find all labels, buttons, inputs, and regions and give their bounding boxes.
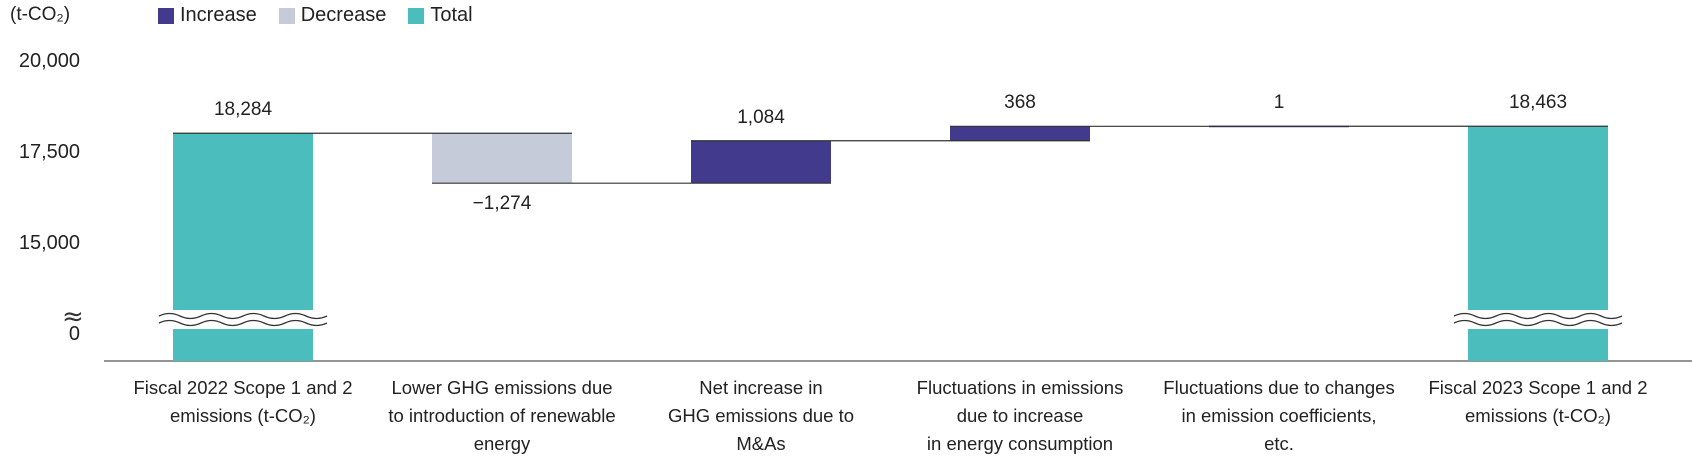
legend-swatch-decrease xyxy=(278,7,295,24)
y-tick-15000: 15,000 xyxy=(18,232,80,254)
category-label-1: Fiscal 2022 Scope 1 and 2 emissions (t-CO… xyxy=(118,374,368,430)
axis-break-line-top-1 xyxy=(158,312,328,320)
category-label-2-line-3: energy xyxy=(473,433,531,454)
legend-item-total: Total xyxy=(408,4,473,27)
category-label-6-line-2: emissions (t-CO₂) xyxy=(1465,405,1611,426)
axis-break-line-bottom-6 xyxy=(1453,319,1623,327)
category-label-5: Fluctuations due to changes in emission c… xyxy=(1154,374,1404,458)
bar-3-increase xyxy=(691,140,831,184)
category-label-2-line-1: Lower GHG emissions due xyxy=(391,377,613,398)
value-label-1: 18,284 xyxy=(213,99,273,121)
axis-break-line-top-6 xyxy=(1453,312,1623,320)
category-label-2-line-2: to introduction of renewable xyxy=(388,405,616,426)
axis-break-line-bottom-1 xyxy=(158,319,328,327)
category-label-3-line-2: GHG emissions due to xyxy=(667,405,855,426)
value-label-5: 1 xyxy=(1273,92,1285,114)
y-tick-0: 0 xyxy=(68,323,80,345)
axis-break-band-1 xyxy=(159,310,327,329)
value-label-6: 18,463 xyxy=(1508,92,1568,114)
category-label-3-line-1: Net increase in xyxy=(699,377,823,398)
legend-label-total: Total xyxy=(430,4,473,26)
value-label-2: −1,274 xyxy=(472,193,532,215)
category-label-4-line-2: due to increase xyxy=(956,405,1084,426)
category-label-4-line-1: Fluctuations in emissions xyxy=(916,377,1124,398)
legend-swatch-total xyxy=(408,7,425,24)
axis-break-band-6 xyxy=(1454,310,1622,329)
legend: Increase Decrease Total xyxy=(158,4,473,27)
value-label-3: 1,084 xyxy=(737,106,785,128)
category-label-3: Net increase in GHG emissions due to M&As xyxy=(636,374,886,458)
legend-label-increase: Increase xyxy=(180,4,257,26)
value-label-4: 368 xyxy=(1004,92,1036,114)
category-label-4-line-3: in energy consumption xyxy=(926,433,1114,454)
legend-swatch-increase xyxy=(158,7,174,24)
y-axis-break-marker: ≈ xyxy=(62,302,84,332)
category-label-4: Fluctuations in emissions due to increase… xyxy=(895,374,1145,458)
legend-item-increase: Increase xyxy=(158,4,257,27)
bar-4-increase xyxy=(950,126,1090,141)
category-label-2: Lower GHG emissions due to introduction o… xyxy=(377,374,627,458)
category-label-1-line-1: Fiscal 2022 Scope 1 and 2 xyxy=(133,377,353,398)
category-label-1-line-2: emissions (t-CO₂) xyxy=(170,405,316,426)
y-axis-unit-label: (t-CO₂) xyxy=(10,4,71,25)
category-label-5-line-1: Fluctuations due to changes xyxy=(1163,377,1395,398)
bar-2-decrease xyxy=(432,133,572,184)
legend-item-decrease: Decrease xyxy=(278,4,387,27)
category-label-5-line-3: etc. xyxy=(1264,433,1294,454)
legend-label-decrease: Decrease xyxy=(300,4,387,26)
category-label-5-line-2: in emission coefficients, xyxy=(1181,405,1377,426)
category-label-6-line-1: Fiscal 2023 Scope 1 and 2 xyxy=(1428,377,1648,398)
category-label-3-line-3: M&As xyxy=(736,433,786,454)
y-tick-17500: 17,500 xyxy=(18,141,80,163)
category-label-6: Fiscal 2023 Scope 1 and 2 emissions (t-CO… xyxy=(1413,374,1663,430)
y-tick-20000: 20,000 xyxy=(18,50,80,72)
